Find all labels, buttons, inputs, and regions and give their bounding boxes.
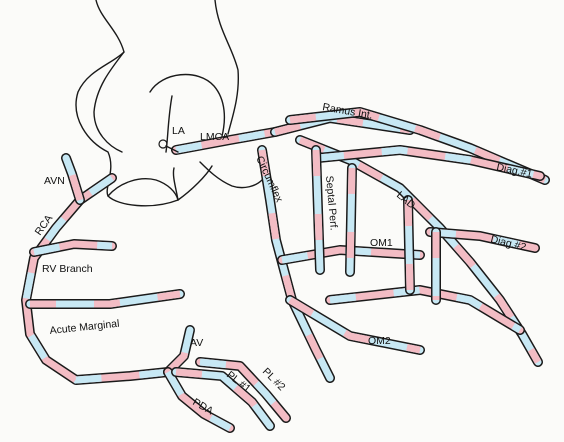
avn-vessel-band: [62, 156, 84, 202]
upper-branch-vessel-band: [289, 108, 547, 184]
ramus-vessel-band: [274, 114, 411, 136]
septal-vessel-3-band: [404, 199, 414, 291]
rca-vessel-lumen: [22, 174, 172, 384]
label-om2: OM2: [368, 335, 391, 347]
vessels: [21, 107, 550, 433]
rca-vessel-band: [22, 175, 169, 384]
label-rv-branch: RV Branch: [42, 263, 93, 275]
lmca-vessel-band: [175, 128, 276, 154]
circumflex-vessel-band: [258, 149, 334, 380]
pda-vessel-band: [164, 370, 232, 432]
label-lmca: LMCA: [200, 131, 229, 143]
label-la: LA: [172, 125, 185, 137]
rca-vessel: [26, 178, 168, 380]
label-acute-marginal: Acute Marginal: [49, 318, 120, 337]
label-avn: AVN: [44, 175, 65, 187]
catheter-loop: [158, 139, 179, 153]
diag2-vessel-band: [429, 228, 536, 252]
diag1-vessel-lumen: [314, 146, 544, 180]
pl2-vessel-band: [199, 358, 289, 421]
label-diag2: Diag.#2: [489, 233, 527, 253]
pl1-vessel-band: [175, 368, 273, 429]
om2-vessel-band: [288, 296, 421, 354]
septal-vessel-2-band: [346, 167, 356, 273]
label-av: AV: [190, 337, 203, 349]
label-om1: OM1: [370, 237, 393, 249]
label-diag1: Diag.#1: [495, 161, 533, 180]
rv-branch-vessel-band: [33, 240, 113, 256]
lateral-vessel-lumen: [326, 286, 524, 334]
om1-vessel-band: [281, 246, 421, 264]
av-vessel-band: [165, 329, 194, 375]
septal-vessel-1-band: [312, 149, 324, 271]
label-septal: Septal Perf.: [323, 175, 340, 231]
aorta-outline: [75, 0, 263, 207]
acute-marginal-vessel-band: [30, 290, 181, 308]
rca-vessel-wall: [21, 173, 173, 385]
